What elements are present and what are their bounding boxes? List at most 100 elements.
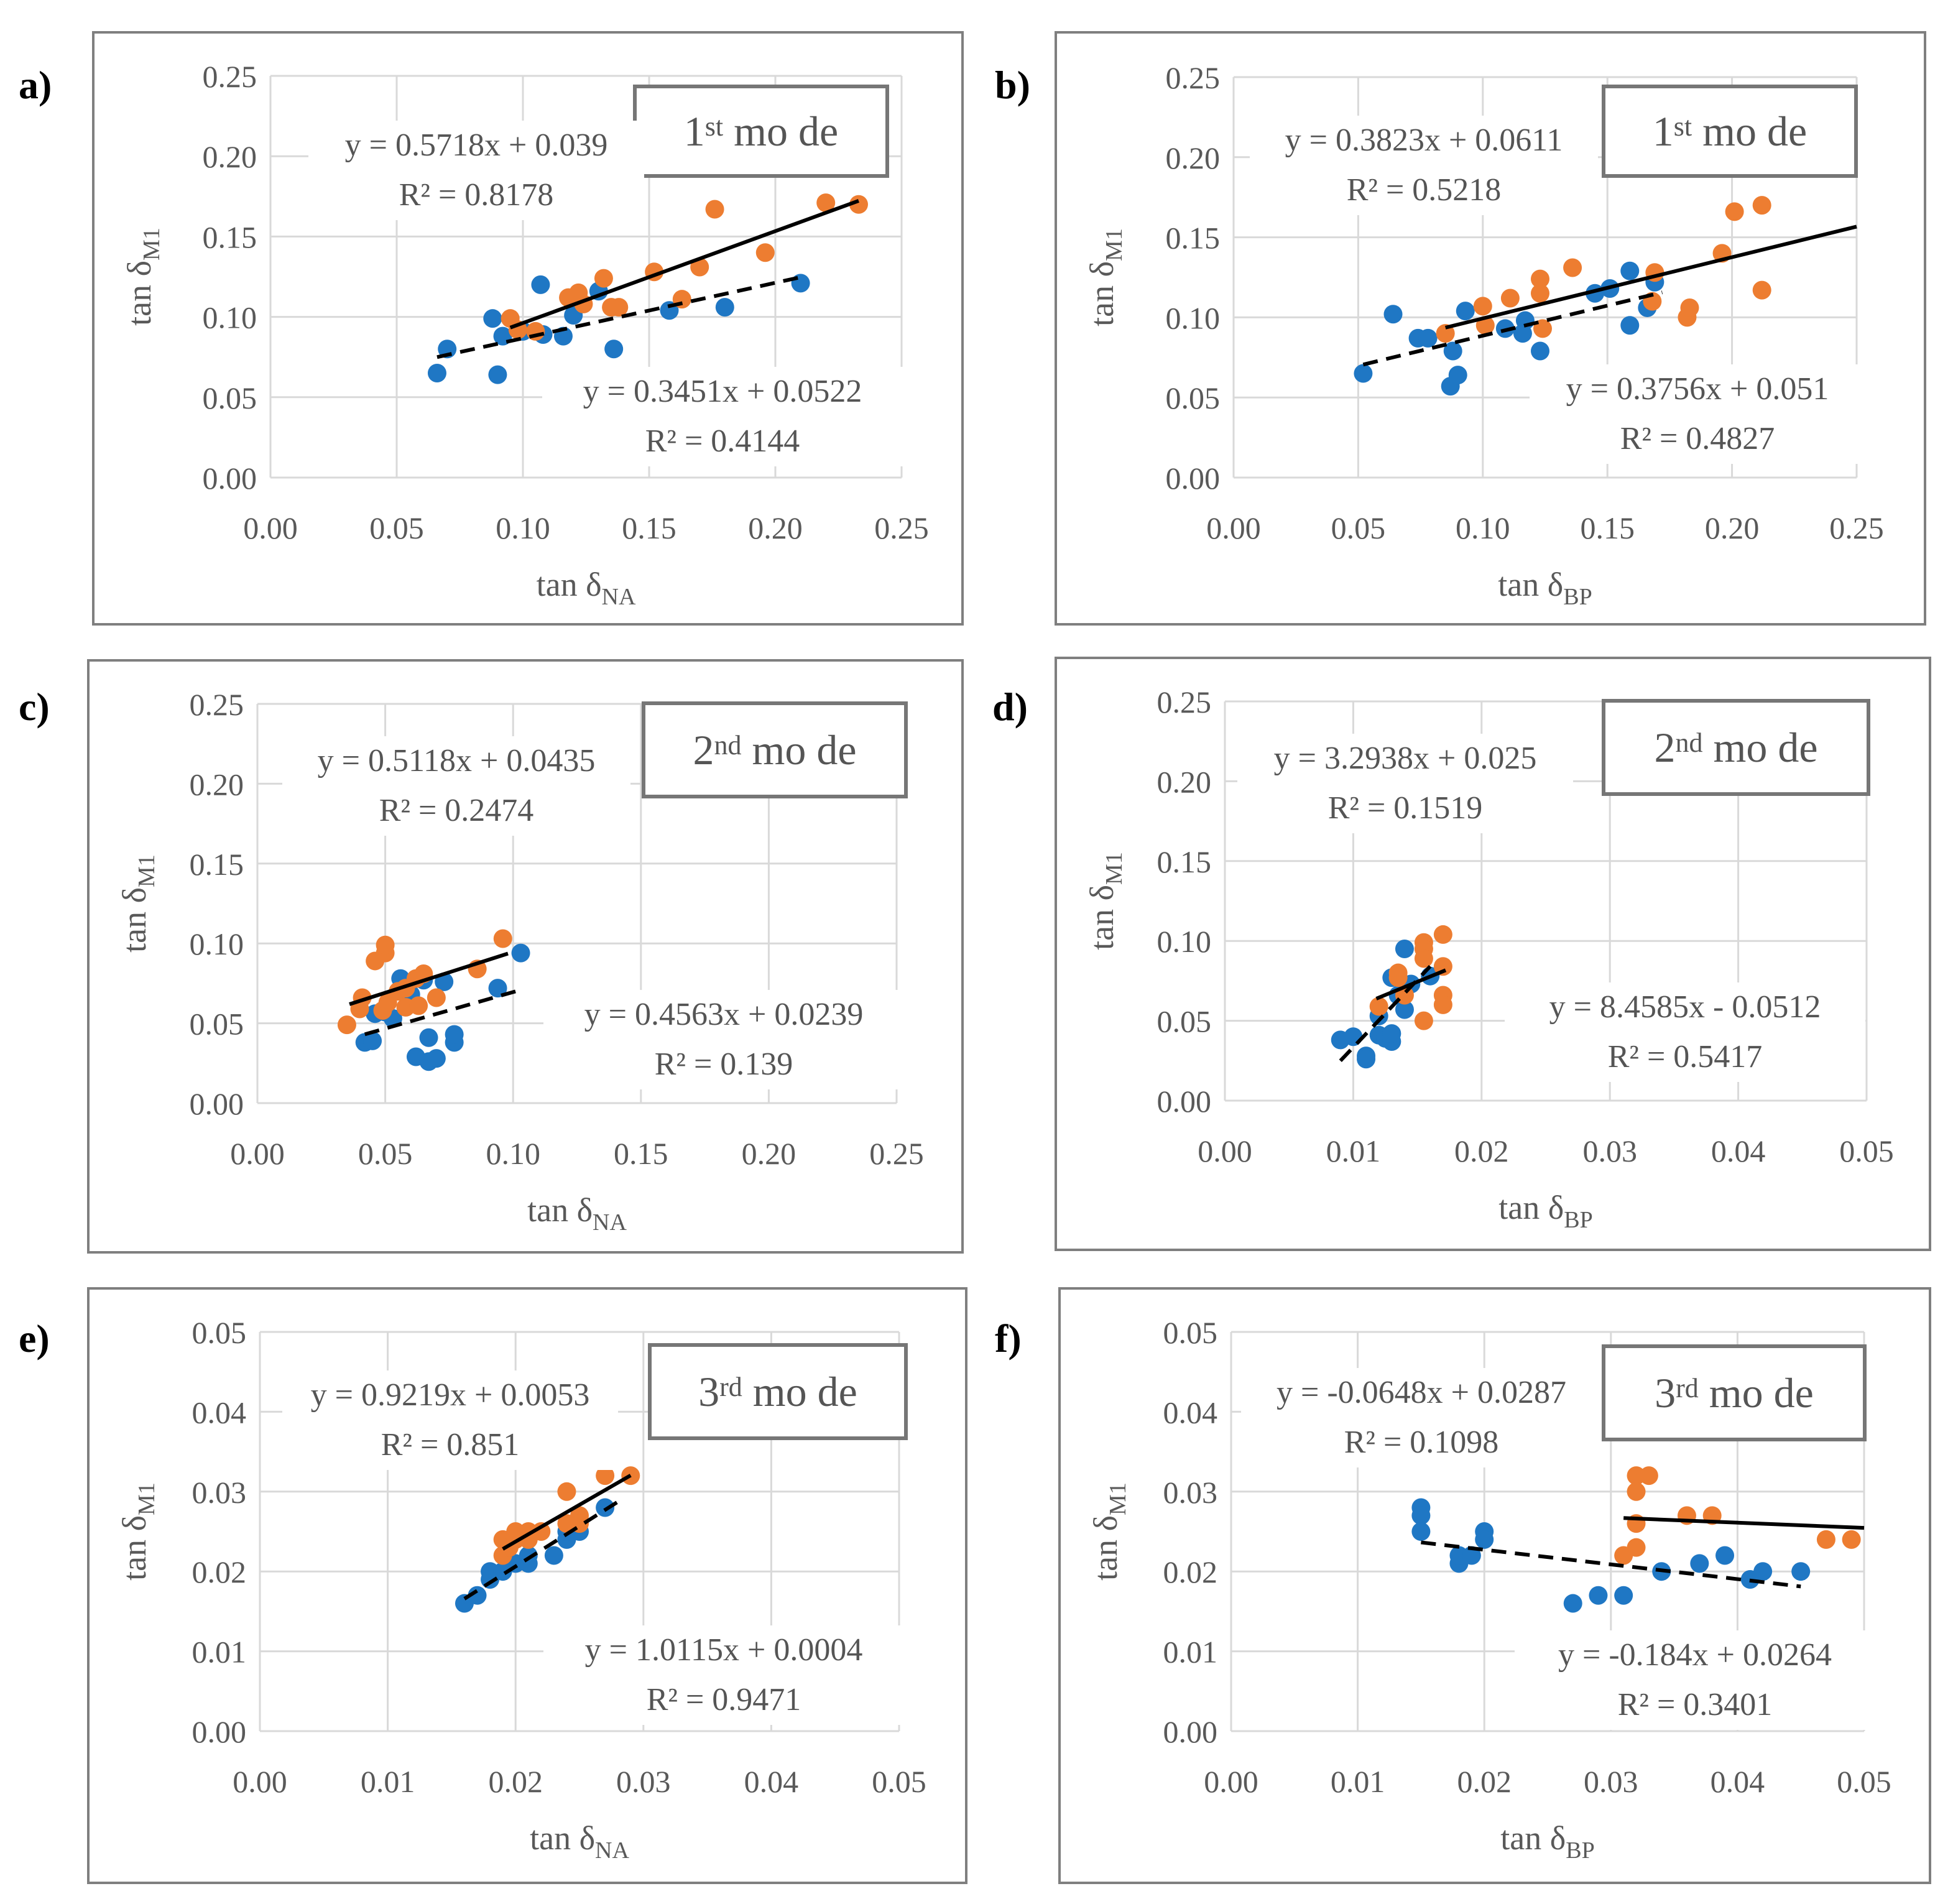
x-tick-label: 0.05	[1839, 1134, 1894, 1168]
equation-upper-c: y = 0.5118x + 0.0435 R² = 0.2474	[282, 736, 630, 836]
data-point-orange	[1627, 1482, 1646, 1501]
data-point-orange	[1816, 1530, 1835, 1549]
trendline-blue	[1362, 290, 1663, 367]
y-tick-label: 0.02	[1163, 1555, 1218, 1589]
y-tick-label: 0.00	[190, 1086, 244, 1121]
y-tick-label: 0.20	[1166, 141, 1221, 175]
y-tick-label: 0.25	[203, 59, 257, 94]
equation-text: y = 1.0115x + 0.0004	[584, 1632, 863, 1668]
y-tick-label: 0.04	[1163, 1395, 1218, 1430]
x-tick-label: 0.00	[230, 1136, 285, 1171]
y-axis-label-sub: M1	[1101, 228, 1127, 261]
x-tick-label: 0.25	[869, 1136, 924, 1171]
y-tick-label: 0.10	[190, 927, 244, 961]
data-point-blue	[1354, 364, 1373, 383]
data-point-blue	[1411, 1522, 1431, 1541]
data-point-blue	[1589, 1586, 1608, 1605]
y-axis-label: tan δM1	[1083, 228, 1127, 326]
x-axis-label: tan δNA	[527, 1191, 627, 1236]
mode-number: 3	[698, 1367, 720, 1415]
y-tick-label: 0.02	[192, 1555, 247, 1589]
data-point-orange	[1369, 997, 1388, 1016]
y-tick-label: 0.00	[1157, 1084, 1212, 1119]
data-point-blue	[488, 979, 507, 998]
panel-label-d: d)	[992, 685, 1028, 729]
data-point-orange	[1500, 289, 1520, 308]
x-tick-label: 0.01	[361, 1764, 415, 1799]
equation-upper-a: y = 0.5718x + 0.039 R² = 0.8178	[308, 121, 644, 220]
data-point-blue	[1395, 940, 1414, 959]
data-point-blue	[604, 340, 624, 359]
y-tick-label: 0.03	[1163, 1475, 1218, 1510]
data-point-blue	[481, 1562, 500, 1581]
y-tick-label: 0.10	[1166, 300, 1221, 335]
x-tick-label: 0.00	[1198, 1134, 1252, 1168]
data-point-orange	[849, 195, 868, 214]
data-point-orange	[532, 1522, 551, 1541]
mode-suffix: st	[704, 111, 724, 142]
data-point-blue	[1791, 1562, 1811, 1581]
data-point-orange	[1752, 196, 1771, 215]
x-tick-label: 0.05	[369, 511, 424, 545]
y-tick-label: 0.20	[190, 767, 244, 802]
r2-text: R² = 0.3401	[1617, 1687, 1773, 1722]
x-tick-label: 0.25	[874, 511, 929, 545]
x-tick-label: 0.04	[1711, 1764, 1765, 1799]
data-point-blue	[488, 365, 507, 384]
equation-lower-f: y = -0.184x + 0.0264 R² = 0.3401	[1515, 1630, 1875, 1730]
r2-text: R² = 0.139	[654, 1047, 793, 1082]
data-point-orange	[409, 996, 428, 1015]
data-point-blue	[419, 1028, 438, 1047]
x-tick-label: 0.20	[1705, 511, 1760, 545]
data-point-orange	[1433, 957, 1452, 976]
data-point-blue	[438, 340, 457, 359]
mode-word: mo de	[734, 107, 839, 155]
r2-text: R² = 0.4827	[1620, 421, 1775, 456]
data-point-blue	[1344, 1027, 1363, 1047]
data-point-orange	[1414, 1011, 1433, 1030]
x-tick-label: 0.15	[614, 1136, 668, 1171]
x-tick-label: 0.01	[1331, 1764, 1385, 1799]
panel-label-b: b)	[995, 63, 1030, 107]
data-point-blue	[596, 1498, 615, 1517]
y-axis-label: tan δM1	[1087, 1482, 1131, 1581]
data-point-blue	[1475, 1530, 1494, 1549]
x-tick-label: 0.05	[1331, 511, 1386, 545]
mode-number: 2	[1654, 723, 1676, 771]
data-point-blue	[1456, 302, 1475, 321]
chart-panel-f: 0.00 0.01 0.02 0.03 0.04 0.05 0.00 0.01 0.02 0.03…	[1058, 1287, 1931, 1884]
equation-text: y = -0.0648x + 0.0287	[1277, 1375, 1566, 1410]
data-point-orange	[596, 1466, 615, 1486]
x-tick-label: 0.03	[1584, 1764, 1638, 1799]
x-tick-label: 0.00	[1206, 511, 1261, 545]
data-point-orange	[1436, 324, 1455, 343]
trendline-orange	[1375, 968, 1447, 1001]
y-tick-label: 0.10	[203, 300, 257, 335]
data-point-blue	[1563, 1594, 1582, 1613]
data-point-blue	[1690, 1554, 1709, 1573]
x-tick-label: 0.05	[872, 1764, 926, 1799]
data-point-orange	[1530, 269, 1549, 289]
equation-lower-a: y = 0.3451x + 0.0522 R² = 0.4144	[542, 367, 903, 466]
chart-panel-a: 0.00 0.05 0.10 0.15 0.20 0.25 0.00 0.05 0.10 0.15…	[92, 31, 964, 626]
y-tick-label: 0.05	[1157, 1004, 1212, 1039]
data-point-orange	[337, 1015, 356, 1035]
y-tick-label: 0.05	[192, 1315, 247, 1350]
chart-panel-b: 0.00 0.05 0.10 0.15 0.20 0.25 0.00 0.05 0.10 0.15…	[1055, 31, 1926, 626]
y-tick-label: 0.00	[192, 1714, 247, 1749]
trendline-orange	[349, 951, 509, 1006]
data-point-orange	[427, 988, 446, 1007]
equation-lower-e: y = 1.0115x + 0.0004 R² = 0.9471	[543, 1625, 904, 1725]
r2-text: R² = 0.5218	[1346, 172, 1502, 208]
data-point-orange	[1414, 949, 1433, 968]
equation-lower-d: y = 8.4585x - 0.0512 R² = 0.5417	[1505, 982, 1865, 1082]
data-point-orange	[1842, 1530, 1861, 1549]
trendline-blue	[436, 275, 801, 359]
y-tick-label: 0.15	[1157, 844, 1212, 879]
scatter-plot-c: 0.00 0.05 0.10 0.15 0.20 0.25 0.00 0.05 0.10 0.15…	[116, 687, 924, 1236]
y-tick-label: 0.05	[1163, 1315, 1218, 1350]
data-point-orange	[1639, 1466, 1658, 1486]
data-point-orange	[705, 200, 724, 219]
mode-number: 1	[1652, 107, 1674, 155]
